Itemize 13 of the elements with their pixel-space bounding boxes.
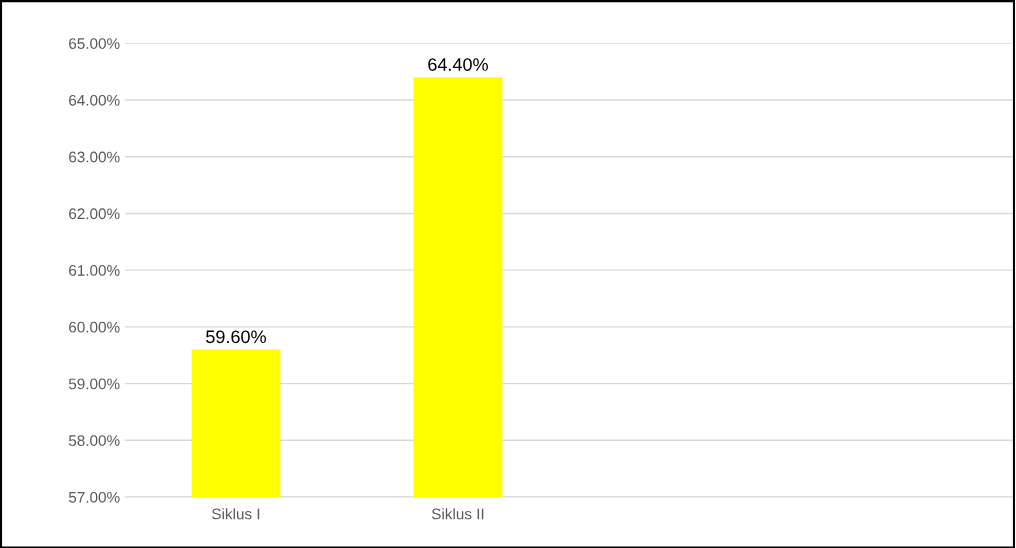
y-tick-label: 60.00% <box>69 321 120 333</box>
y-tick-label: 62.00% <box>69 208 120 220</box>
x-tick-label: Siklus II <box>431 508 484 520</box>
y-tick-label: 61.00% <box>69 265 120 276</box>
y-tick-label: 63.00% <box>69 151 120 163</box>
data-label: 59.60% <box>206 330 266 344</box>
y-tick-label: 59.00% <box>68 378 120 390</box>
data-label: 64.40% <box>428 58 488 71</box>
y-tick-label: 58.00% <box>68 435 120 446</box>
x-tick-label: Siklus I <box>212 508 260 520</box>
y-tick-label: 65.00% <box>69 38 120 49</box>
y-tick-label: 57.00% <box>68 491 120 503</box>
y-tick-label: 64.00% <box>69 94 120 106</box>
